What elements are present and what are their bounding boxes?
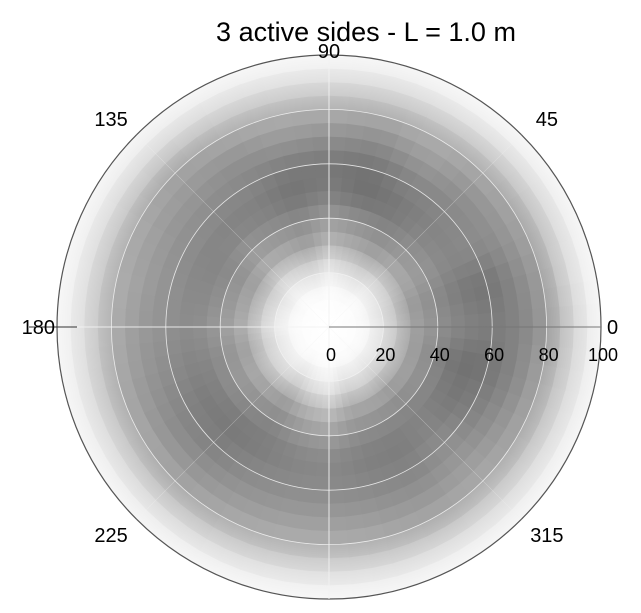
radial-tick-label: 20 (375, 345, 395, 365)
polar-grid (29, 54, 602, 600)
grid-spoke (328, 134, 522, 328)
grid-spoke (328, 326, 522, 520)
radial-tick-label: 60 (484, 345, 504, 365)
radial-tick-label: 80 (539, 345, 559, 365)
angle-tick-label: 0 (607, 317, 618, 339)
angle-tick-label: 135 (94, 109, 127, 131)
radial-tick-label: 0 (326, 345, 336, 365)
radial-tick-label: 100 (588, 345, 618, 365)
angle-tick-label: 225 (94, 525, 127, 547)
radial-tick-label: 40 (430, 345, 450, 365)
axis-labels: 04590135180225270315020406080100 (22, 41, 619, 613)
chart-title: 3 active sides - L = 1.0 m (216, 17, 516, 47)
angle-tick-label: 90 (318, 41, 340, 63)
grid-spoke (136, 326, 330, 520)
angle-tick-label: 315 (530, 525, 563, 547)
angle-tick-label: 180 (22, 317, 55, 339)
angle-tick-label: 45 (536, 109, 558, 131)
grid-spoke (136, 134, 330, 328)
